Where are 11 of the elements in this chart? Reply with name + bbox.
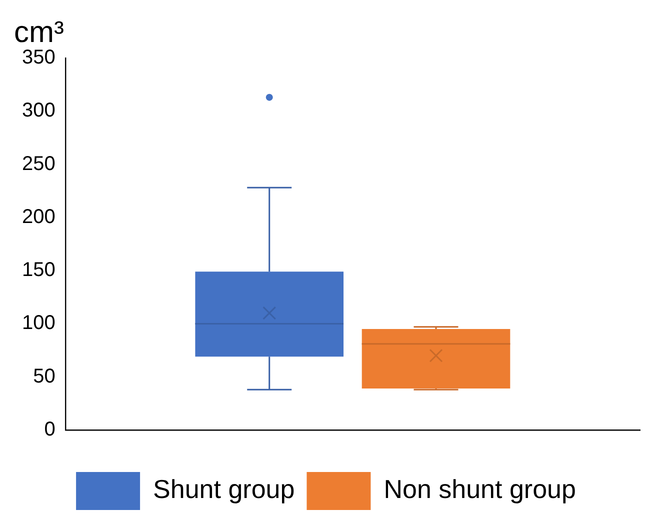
y-axis-title: cm³ <box>14 16 64 49</box>
y-tick-label: 300 <box>22 100 56 122</box>
legend-label: Non shunt group <box>384 474 576 504</box>
y-tick-label: 0 <box>44 418 56 441</box>
y-tick-label: 350 <box>22 46 56 69</box>
legend-label: Shunt group <box>153 474 295 504</box>
y-tick-label: 50 <box>33 365 56 388</box>
y-tick-label: 150 <box>22 259 56 282</box>
y-tick-label: 250 <box>22 152 56 175</box>
y-tick-label: 100 <box>22 312 56 334</box>
y-tick-label: 200 <box>22 206 56 228</box>
